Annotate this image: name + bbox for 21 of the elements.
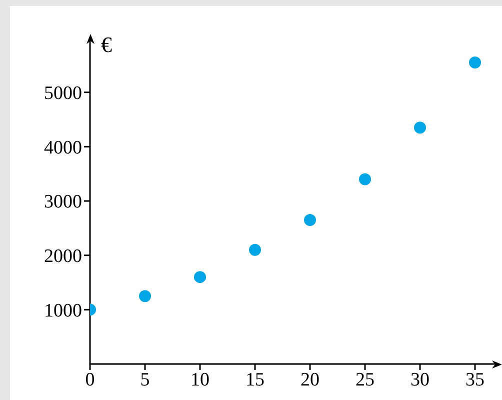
point bbox=[249, 244, 261, 256]
point bbox=[469, 56, 481, 68]
x-tick-label: 15 bbox=[246, 369, 264, 390]
x-tick-label: 0 bbox=[85, 369, 95, 390]
y-tick-label: 5000 bbox=[44, 83, 82, 104]
x-tick-label: 30 bbox=[410, 369, 430, 390]
point bbox=[194, 271, 206, 284]
y-tick-label: 4000 bbox=[44, 137, 82, 158]
x-tick-label: 35 bbox=[466, 369, 484, 390]
y-tick-label: 2000 bbox=[44, 246, 82, 268]
point bbox=[414, 122, 426, 134]
point bbox=[139, 290, 151, 302]
point bbox=[359, 173, 371, 186]
x-tick-label: 10 bbox=[190, 369, 210, 390]
x-tick-label: 20 bbox=[300, 369, 320, 390]
point bbox=[304, 214, 316, 226]
y-tick-label: 1000 bbox=[44, 300, 82, 322]
x-tick-label: 25 bbox=[356, 369, 374, 390]
y-axis-title: € bbox=[101, 32, 112, 58]
y-tick-label: 3000 bbox=[44, 192, 82, 213]
x-tick-label: 5 bbox=[140, 369, 150, 390]
